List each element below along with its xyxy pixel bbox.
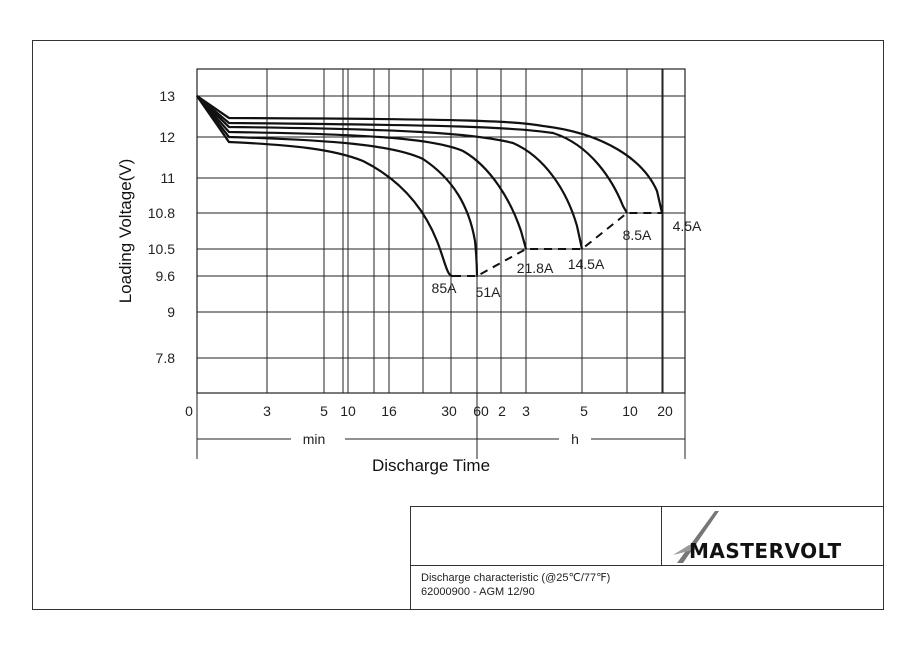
x-tick-label: 3 bbox=[522, 403, 530, 419]
x-axis-title: Discharge Time bbox=[372, 456, 490, 475]
cutoff-voltage-line bbox=[453, 212, 662, 277]
series-curve-8.5A bbox=[196, 95, 628, 214]
curve-start-segment bbox=[196, 95, 230, 128]
y-tick-label: 10.5 bbox=[148, 241, 175, 257]
x-tick-label: 20 bbox=[657, 403, 673, 419]
x-tick-label: 0 bbox=[185, 403, 193, 419]
unit-label-min: min bbox=[303, 431, 326, 447]
x-tick-label: 60 bbox=[473, 403, 489, 419]
title-block-divider-vertical bbox=[661, 507, 662, 565]
description-line-2: 62000900 - AGM 12/90 bbox=[421, 586, 535, 598]
x-tick-label: 16 bbox=[381, 403, 397, 419]
series-label: 51A bbox=[476, 284, 502, 300]
series-label: 4.5A bbox=[673, 218, 702, 234]
y-tick-label: 9 bbox=[167, 304, 175, 320]
description-line-1: Discharge characteristic (@25℃/77℉) bbox=[421, 572, 611, 584]
x-tick-label: 2 bbox=[498, 403, 506, 419]
unit-label-h: h bbox=[571, 431, 579, 447]
y-tick-label: 12 bbox=[159, 129, 175, 145]
series-curve-51A bbox=[196, 95, 479, 278]
curve-start-segment bbox=[196, 95, 230, 119]
description: Discharge characteristic (@25℃/77℉) 6200… bbox=[421, 571, 610, 599]
x-tick-label: 30 bbox=[441, 403, 457, 419]
y-tick-label: 10.8 bbox=[148, 205, 175, 221]
y-tick-label: 11 bbox=[160, 170, 175, 186]
y-tick-label: 9.6 bbox=[156, 268, 176, 284]
series-curve-21.8A bbox=[196, 95, 528, 250]
x-tick-label: 10 bbox=[340, 403, 356, 419]
y-axis-title: Loading Voltage(V) bbox=[116, 159, 135, 304]
x-tick-label: 5 bbox=[320, 403, 328, 419]
series-label: 8.5A bbox=[623, 227, 652, 243]
series-label: 21.8A bbox=[517, 260, 554, 276]
brand-name: MASTERVOLT bbox=[689, 539, 842, 563]
x-tick-label: 10 bbox=[622, 403, 638, 419]
mastervolt-logo: MASTERVOLT bbox=[669, 509, 881, 563]
title-block-divider-horizontal bbox=[411, 565, 883, 566]
x-tick-label: 5 bbox=[580, 403, 588, 419]
drawing-sheet: 13 12 11 10.8 10.5 9.6 9 7.8 0 3 5 10 16 30 60 2 3 5 10 20 m… bbox=[32, 40, 884, 610]
x-tick-label: 3 bbox=[263, 403, 271, 419]
series-curve-4.5A bbox=[196, 95, 664, 214]
y-tick-label: 13 bbox=[159, 88, 175, 104]
curve-start-segment bbox=[196, 95, 230, 143]
series-label: 14.5A bbox=[568, 256, 605, 272]
series-curve-85A bbox=[196, 95, 454, 278]
y-tick-label: 7.8 bbox=[156, 350, 176, 366]
title-block: MASTERVOLT Discharge characteristic (@25… bbox=[410, 506, 884, 610]
series-curve-14.5A bbox=[196, 95, 584, 250]
series-label: 85A bbox=[432, 280, 458, 296]
logo-slash-mark bbox=[673, 511, 719, 563]
